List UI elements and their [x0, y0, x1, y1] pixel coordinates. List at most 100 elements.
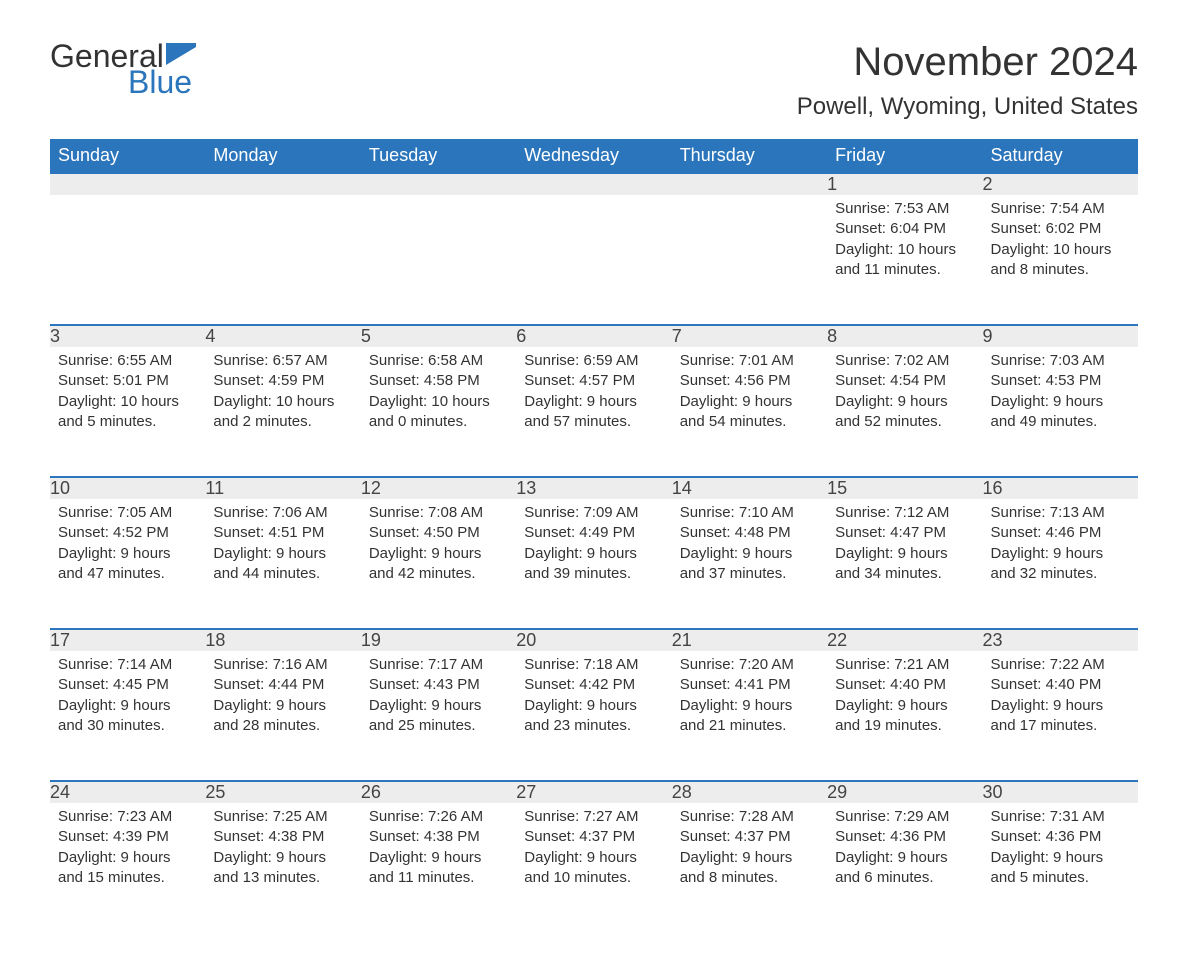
weekday-header: Sunday — [50, 139, 205, 173]
daylight-line: Daylight: 9 hours and 8 minutes. — [680, 848, 819, 889]
sunrise-line: Sunrise: 7:14 AM — [58, 655, 197, 675]
day-number: 20 — [516, 629, 671, 651]
day-number: 17 — [50, 629, 205, 651]
title-block: November 2024 Powell, Wyoming, United St… — [797, 40, 1138, 135]
sunrise-line: Sunrise: 7:03 AM — [991, 351, 1130, 371]
day-cell: Sunrise: 6:55 AMSunset: 5:01 PMDaylight:… — [50, 347, 205, 477]
day-number: 21 — [672, 629, 827, 651]
sunrise-line: Sunrise: 7:02 AM — [835, 351, 974, 371]
header: General Blue November 2024 Powell, Wyomi… — [50, 40, 1138, 135]
day-number: 2 — [983, 173, 1138, 195]
weekday-header-row: SundayMondayTuesdayWednesdayThursdayFrid… — [50, 139, 1138, 173]
sunset-line: Sunset: 4:38 PM — [213, 827, 352, 847]
daylight-line: Daylight: 9 hours and 13 minutes. — [213, 848, 352, 889]
sunset-line: Sunset: 4:48 PM — [680, 523, 819, 543]
empty-day-number — [516, 173, 671, 195]
daylight-line: Daylight: 9 hours and 57 minutes. — [524, 392, 663, 433]
week-daynum-row: 10111213141516 — [50, 477, 1138, 499]
daylight-line: Daylight: 9 hours and 10 minutes. — [524, 848, 663, 889]
day-number: 27 — [516, 781, 671, 803]
day-number: 11 — [205, 477, 360, 499]
empty-day-cell — [50, 195, 205, 325]
sunset-line: Sunset: 6:02 PM — [991, 219, 1130, 239]
weekday-header: Saturday — [983, 139, 1138, 173]
sunset-line: Sunset: 4:59 PM — [213, 371, 352, 391]
sunset-line: Sunset: 4:39 PM — [58, 827, 197, 847]
day-cell: Sunrise: 7:09 AMSunset: 4:49 PMDaylight:… — [516, 499, 671, 629]
day-number: 26 — [361, 781, 516, 803]
weekday-header: Thursday — [672, 139, 827, 173]
day-number: 5 — [361, 325, 516, 347]
weekday-header: Friday — [827, 139, 982, 173]
daylight-line: Daylight: 10 hours and 2 minutes. — [213, 392, 352, 433]
sunset-line: Sunset: 4:37 PM — [524, 827, 663, 847]
day-number: 18 — [205, 629, 360, 651]
daylight-line: Daylight: 9 hours and 23 minutes. — [524, 696, 663, 737]
day-cell: Sunrise: 6:59 AMSunset: 4:57 PMDaylight:… — [516, 347, 671, 477]
daylight-line: Daylight: 10 hours and 5 minutes. — [58, 392, 197, 433]
daylight-line: Daylight: 9 hours and 42 minutes. — [369, 544, 508, 585]
sunrise-line: Sunrise: 7:29 AM — [835, 807, 974, 827]
sunset-line: Sunset: 4:46 PM — [991, 523, 1130, 543]
day-number: 6 — [516, 325, 671, 347]
week-body-row: Sunrise: 7:23 AMSunset: 4:39 PM Daylight:… — [50, 803, 1138, 933]
sunset-line: Sunset: 4:41 PM — [680, 675, 819, 695]
day-cell: Sunrise: 6:57 AMSunset: 4:59 PMDaylight:… — [205, 347, 360, 477]
daylight-line: Daylight: 9 hours and 28 minutes. — [213, 696, 352, 737]
day-cell: Sunrise: 7:13 AMSunset: 4:46 PMDaylight:… — [983, 499, 1138, 629]
day-number: 16 — [983, 477, 1138, 499]
sunrise-line: Sunrise: 6:55 AM — [58, 351, 197, 371]
sunrise-line: Sunrise: 7:06 AM — [213, 503, 352, 523]
logo: General Blue — [50, 40, 196, 98]
sunset-line: Sunset: 4:42 PM — [524, 675, 663, 695]
day-number: 10 — [50, 477, 205, 499]
empty-day-cell — [672, 195, 827, 325]
daylight-line: Daylight: 9 hours and 17 minutes. — [991, 696, 1130, 737]
sunrise-line: Sunrise: 7:25 AM — [213, 807, 352, 827]
day-cell: Sunrise: 7:17 AMSunset: 4:43 PMDaylight:… — [361, 651, 516, 781]
empty-day-number — [50, 173, 205, 195]
sunset-line: Sunset: 4:51 PM — [213, 523, 352, 543]
logo-text-blue: Blue — [128, 66, 192, 98]
daylight-line: Daylight: 10 hours and 11 minutes. — [835, 240, 974, 281]
sunrise-line: Sunrise: 6:57 AM — [213, 351, 352, 371]
daylight-line: Daylight: 9 hours and 47 minutes. — [58, 544, 197, 585]
day-cell: Sunrise: 7:21 AMSunset: 4:40 PMDaylight:… — [827, 651, 982, 781]
empty-day-cell — [361, 195, 516, 325]
sunset-line: Sunset: 4:36 PM — [991, 827, 1130, 847]
sunrise-line: Sunrise: 7:01 AM — [680, 351, 819, 371]
day-cell: Sunrise: 7:12 AMSunset: 4:47 PMDaylight:… — [827, 499, 982, 629]
daylight-line: Daylight: 9 hours and 39 minutes. — [524, 544, 663, 585]
sunrise-line: Sunrise: 7:22 AM — [991, 655, 1130, 675]
day-number: 14 — [672, 477, 827, 499]
day-number: 12 — [361, 477, 516, 499]
sunset-line: Sunset: 4:40 PM — [991, 675, 1130, 695]
sunrise-line: Sunrise: 7:53 AM — [835, 199, 974, 219]
day-number: 13 — [516, 477, 671, 499]
sunrise-line: Sunrise: 7:21 AM — [835, 655, 974, 675]
daylight-line: Daylight: 9 hours and 52 minutes. — [835, 392, 974, 433]
sunset-line: Sunset: 4:54 PM — [835, 371, 974, 391]
empty-day-cell — [516, 195, 671, 325]
week-daynum-row: 24252627282930 — [50, 781, 1138, 803]
daylight-line: Daylight: 9 hours and 6 minutes. — [835, 848, 974, 889]
day-cell: Sunrise: 7:27 AMSunset: 4:37 PMDaylight:… — [516, 803, 671, 933]
sunrise-line: Sunrise: 7:20 AM — [680, 655, 819, 675]
sunrise-line: Sunrise: 7:05 AM — [58, 503, 197, 523]
sunrise-line: Sunrise: 7:16 AM — [213, 655, 352, 675]
sunrise-line: Sunrise: 7:23 AM — [58, 807, 197, 827]
sunrise-line: Sunrise: 7:54 AM — [991, 199, 1130, 219]
sunset-line: Sunset: 5:01 PM — [58, 371, 197, 391]
daylight-line: Daylight: 9 hours and 49 minutes. — [991, 392, 1130, 433]
day-cell: Sunrise: 7:02 AMSunset: 4:54 PMDaylight:… — [827, 347, 982, 477]
day-cell: Sunrise: 7:26 AMSunset: 4:38 PMDaylight:… — [361, 803, 516, 933]
week-daynum-row: 17181920212223 — [50, 629, 1138, 651]
weekday-header: Tuesday — [361, 139, 516, 173]
day-cell: Sunrise: 7:06 AMSunset: 4:51 PMDaylight:… — [205, 499, 360, 629]
daylight-line: Daylight: 9 hours and 34 minutes. — [835, 544, 974, 585]
day-cell: Sunrise: 7:05 AMSunset: 4:52 PMDaylight:… — [50, 499, 205, 629]
empty-day-cell — [205, 195, 360, 325]
sunrise-line: Sunrise: 7:09 AM — [524, 503, 663, 523]
day-number: 24 — [50, 781, 205, 803]
daylight-line: Daylight: 9 hours and 5 minutes. — [991, 848, 1130, 889]
